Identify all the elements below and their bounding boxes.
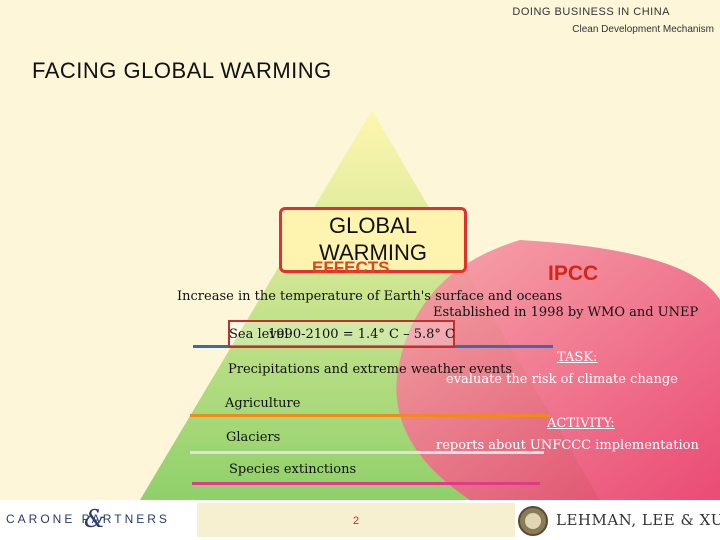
- ipcc-task-text: evaluate the risk of climate change: [446, 372, 678, 387]
- ipcc-established: Established in 1998 by WMO and UNEP: [433, 305, 699, 320]
- effect-increase: Increase in the temperature of Earth's s…: [177, 289, 563, 304]
- lehman-lee-xu-logo: LEHMAN, LEE & XU: [556, 511, 720, 529]
- grey-divider: [190, 451, 544, 454]
- ipcc-label: IPCC: [548, 262, 599, 285]
- effect-sea-level: Sea level: [229, 327, 289, 342]
- effect-glaciers: Glaciers: [226, 430, 281, 445]
- page-number-area: [197, 503, 515, 537]
- page-number: 2: [353, 515, 360, 527]
- ipcc-activity-label: ACTIVITY:: [547, 416, 615, 431]
- orange-divider: [190, 414, 550, 417]
- effects-label: EFFECTS: [312, 258, 390, 277]
- page-title: FACING GLOBAL WARMING: [32, 58, 332, 83]
- effect-species: Species extinctions: [229, 462, 357, 477]
- temperature-projection: 1990-2100 = 1.4° C – 5.8° C: [268, 327, 455, 342]
- carone-partners-logo: CARONE PARTNERS: [6, 512, 170, 526]
- ipcc-activity-text: reports about UNFCCC implementation: [436, 438, 699, 453]
- header-title: DOING BUSINESS IN CHINA: [512, 6, 670, 18]
- ampersand-logo-mark: &: [84, 505, 106, 533]
- ipcc-task-label: TASK:: [557, 350, 598, 365]
- global-warming-label: GLOBAL WARMING: [319, 213, 427, 265]
- projection-box: [228, 320, 455, 348]
- ipcc-shape: [396, 240, 720, 500]
- seal-inner-icon: [525, 513, 541, 529]
- pink-divider: [192, 482, 540, 485]
- header-subtitle: Clean Development Mechanism: [572, 24, 714, 35]
- effect-agriculture: Agriculture: [225, 396, 301, 411]
- global-warming-box: [279, 207, 467, 273]
- effect-precipitations: Precipitations and extreme weather event…: [228, 362, 513, 377]
